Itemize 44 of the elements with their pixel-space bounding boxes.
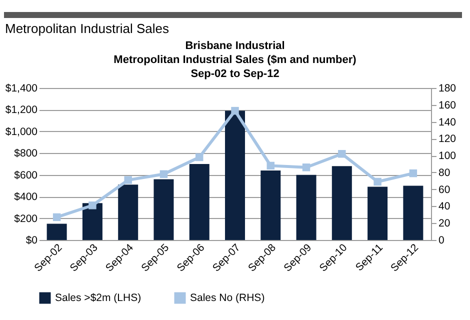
y2-tick-label: 140 [438,116,456,128]
point [409,169,418,178]
y-tick-label: $1,400 [5,82,38,94]
bar [154,179,174,240]
point [266,162,275,170]
y-tick-label: $800 [14,148,38,160]
y-tick-label: $0 [26,234,38,246]
y2-tick-label: 20 [438,218,450,230]
y-tick-label: $400 [14,191,38,204]
point [124,176,132,184]
point [195,153,204,162]
bar [82,203,102,240]
bar [225,110,245,240]
y-tick-label: $600 [14,169,38,182]
y-tick-label: $1,000 [5,126,38,138]
y2-tick-label: 100 [438,150,456,162]
y2-tick-label: 180 [438,82,456,94]
point [88,202,96,210]
point [302,164,310,172]
legend-label: Sales >$2m (LHS) [55,292,142,304]
legend-label: Sales No (RHS) [190,292,265,304]
y2-tick-label: 0 [438,234,444,246]
point [52,213,61,222]
y2-tick-label: 120 [438,133,456,146]
bar [118,184,138,240]
point [160,170,168,178]
point [374,178,382,186]
point [231,106,239,115]
y-tick-label: $1,200 [5,104,38,116]
bar [46,224,67,240]
bar [296,174,316,240]
bar [260,170,281,240]
bar [403,186,424,240]
bar [189,164,210,240]
y2-tick-label: 40 [438,200,450,213]
chart-subtitle: Brisbane Industrial Metropolitan Industrial Sales ($m and number) Sep-02 to Sep-12 [114,40,357,80]
chart-title: Metropolitan Industrial Sales [4,20,170,36]
y2-tick-label: 80 [438,166,450,179]
y-tick-label: $200 [14,212,38,225]
y2-tick-label: 60 [438,184,450,196]
y2-tick-label: 160 [438,99,456,112]
bar [332,166,352,240]
bar [368,186,388,240]
point [338,150,346,158]
